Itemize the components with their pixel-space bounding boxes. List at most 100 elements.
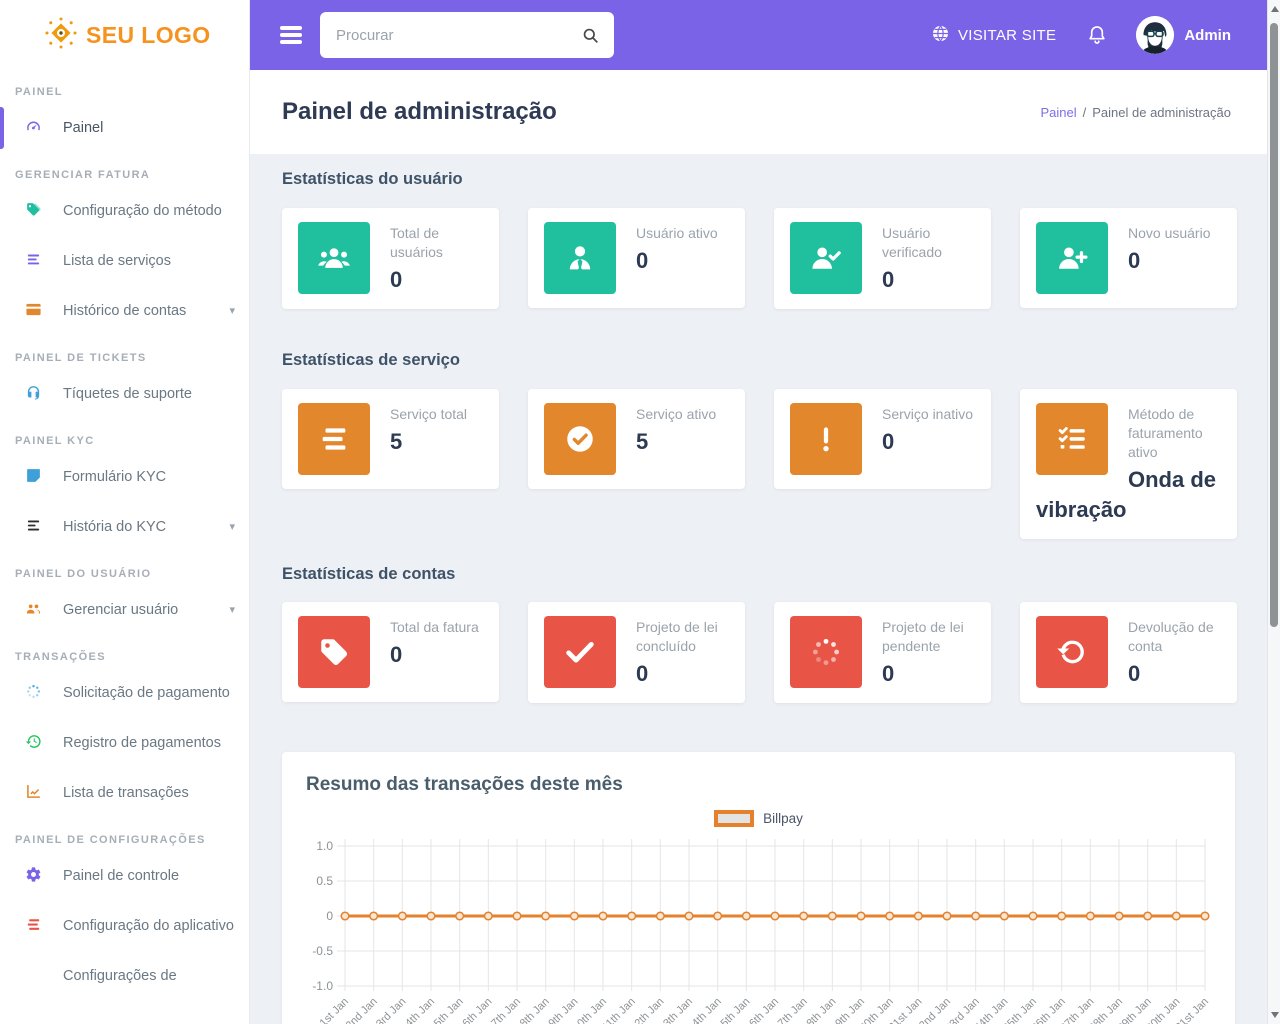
breadcrumb-link[interactable]: Painel (1040, 104, 1077, 120)
sidebar-item-label: Configuração do método (63, 203, 222, 219)
scrollbar-up-arrow[interactable] (1270, 6, 1279, 12)
stat-card-label: Serviço inativo (882, 406, 974, 422)
stat-card-label: Método de faturamento ativo (1128, 406, 1203, 460)
stat-card-value: 0 (636, 248, 649, 273)
svg-text:24th Jan: 24th Jan (972, 996, 1010, 1024)
stat-card-label: Usuário ativo (636, 225, 718, 241)
stat-card-value: 0 (390, 642, 403, 667)
stat-card-user-1: Usuário ativo 0 (528, 208, 745, 308)
sidebar-section-label: PAINEL DE CONFIGURAÇÕES (15, 834, 206, 846)
sidebar-item-label: História do KYC (63, 519, 167, 535)
svg-text:21st Jan: 21st Jan (887, 996, 925, 1024)
breadcrumb: Painel / Painel de administração (1040, 105, 1231, 120)
stat-card-label: Novo usuário (1128, 225, 1211, 241)
sidebar-section-label: GERENCIAR FATURA (15, 169, 151, 181)
chevron-down-icon[interactable]: ▾ (229, 521, 235, 533)
sidebar-item-registro-de-pagamentos[interactable]: Registro de pagamentos (0, 718, 249, 768)
logo[interactable]: SEU LOGO (0, 0, 249, 70)
sidebar-item-configura-o-do-aplicativo[interactable]: Configuração do aplicativo (0, 901, 249, 951)
stat-card-bill-0: Total da fatura 0 (282, 602, 499, 702)
sidebar-section-label: TRANSAÇÕES (15, 651, 107, 663)
search-icon[interactable] (581, 26, 600, 45)
chevron-down-icon[interactable]: ▾ (229, 305, 235, 317)
page-scrollbar[interactable] (1267, 0, 1280, 1024)
stat-card-bill-2: Projeto de lei pendente 0 (774, 602, 991, 703)
visit-site-link[interactable]: VISITAR SITE (931, 24, 1056, 47)
svg-text:14th Jan: 14th Jan (685, 996, 723, 1024)
stat-card-bill-3: Devolução de conta 0 (1020, 602, 1237, 703)
sidebar-item-lista-de-servi-os[interactable]: Lista de serviços (0, 236, 249, 286)
svg-text:0.5: 0.5 (316, 874, 333, 888)
stat-card-label: Total de usuários (390, 225, 443, 260)
sidebar-item-painel[interactable]: Painel (0, 103, 249, 153)
legend-label: Billpay (763, 811, 803, 826)
stat-card-user-0: Total de usuários 0 (282, 208, 499, 309)
stat-card-value: 0 (882, 267, 895, 292)
sidebar-item-configura-es-de[interactable]: Configurações de (0, 951, 249, 1001)
sidebar-section-label: PAINEL KYC (15, 435, 95, 447)
sidebar-item-lista-de-transa-es[interactable]: Lista de transações (0, 768, 249, 818)
sidebar-item-solicita-o-de-pagamento[interactable]: Solicitação de pagamento (0, 668, 249, 718)
spinner-icon (25, 680, 63, 705)
stat-card-value: Onda de vibração (1036, 467, 1217, 522)
list-alt-icon (25, 514, 63, 539)
stat-card-user-3: Novo usuário 0 (1020, 208, 1237, 308)
stat-card-user-2: Usuário verificado 0 (774, 208, 991, 309)
exclamation-icon (790, 403, 862, 475)
user-name[interactable]: Admin (1184, 26, 1231, 44)
gear-icon (25, 863, 63, 888)
chart-line-icon (25, 780, 63, 805)
breadcrumb-separator: / (1082, 104, 1087, 120)
svg-text:1.0: 1.0 (316, 839, 333, 853)
scrollbar-down-arrow[interactable] (1270, 1012, 1279, 1018)
stat-card-label: Usuário verificado (882, 225, 942, 260)
stat-card-service-2: Serviço inativo 0 (774, 389, 991, 489)
tasks-icon (1036, 403, 1108, 475)
tachometer-icon (25, 115, 63, 140)
hamburger-menu-button[interactable] (276, 19, 306, 52)
stat-card-label: Serviço ativo (636, 406, 717, 422)
globe-icon (931, 24, 950, 47)
list-icon (25, 248, 63, 273)
sidebar-item-label: Lista de serviços (63, 253, 171, 269)
chevron-down-icon[interactable]: ▾ (229, 604, 235, 616)
main-content: Estatísticas do usuário Total de usuário… (250, 154, 1267, 1024)
sidebar-item-label: Histórico de contas (63, 303, 187, 319)
check-icon (544, 616, 616, 688)
sidebar-item-hist-rico-de-contas[interactable]: Histórico de contas ▾ (0, 286, 249, 336)
stat-card-value: 0 (1128, 661, 1141, 686)
sidebar-item-label: Registro de pagamentos (63, 735, 221, 751)
sidebar-item-t-quetes-de-suporte[interactable]: Tíquetes de suporte (0, 369, 249, 419)
svg-text:11th Jan: 11th Jan (600, 996, 638, 1024)
chart-title: Resumo das transações deste mês (306, 774, 623, 795)
none (25, 963, 63, 966)
topbar-right: VISITAR SITE (931, 16, 1267, 54)
stat-card-value: 0 (390, 267, 403, 292)
section-heading-service-stats: Estatísticas de serviço (282, 351, 460, 369)
sidebar-item-label: Solicitação de pagamento (63, 685, 230, 701)
logo-text: SEU LOGO (86, 21, 211, 48)
sidebar-item-hist-ria-do-kyc[interactable]: História do KYC ▾ (0, 502, 249, 552)
sidebar-item-formul-rio-kyc[interactable]: Formulário KYC (0, 452, 249, 502)
svg-text:12th Jan: 12th Jan (628, 996, 666, 1024)
scrollbar-thumb[interactable] (1270, 23, 1278, 627)
user-check-icon (790, 222, 862, 294)
users-icon (25, 597, 63, 622)
sidebar-item-label: Configurações de (63, 968, 177, 984)
notifications-bell-icon[interactable] (1086, 24, 1108, 46)
check-circle-icon (544, 403, 616, 475)
sidebar-section-label: PAINEL (15, 86, 63, 98)
chart-legend-item[interactable]: Billpay (282, 810, 1235, 827)
sidebar-section-label: PAINEL DO USUÁRIO (15, 568, 152, 580)
sidebar-item-configura-o-do-m-todo[interactable]: Configuração do método (0, 186, 249, 236)
undo-icon (1036, 616, 1108, 688)
stat-card-value: 5 (390, 429, 403, 454)
user-avatar[interactable] (1136, 16, 1175, 54)
sidebar-item-gerenciar-usu-rio[interactable]: Gerenciar usuário ▾ (0, 585, 249, 635)
sidebar-item-painel-de-controle[interactable]: Painel de controle (0, 851, 249, 901)
stat-card-value: 0 (882, 429, 895, 454)
logo-gear-icon (44, 16, 78, 55)
page-title: Painel de administração (282, 98, 557, 125)
search-input[interactable] (334, 25, 581, 45)
